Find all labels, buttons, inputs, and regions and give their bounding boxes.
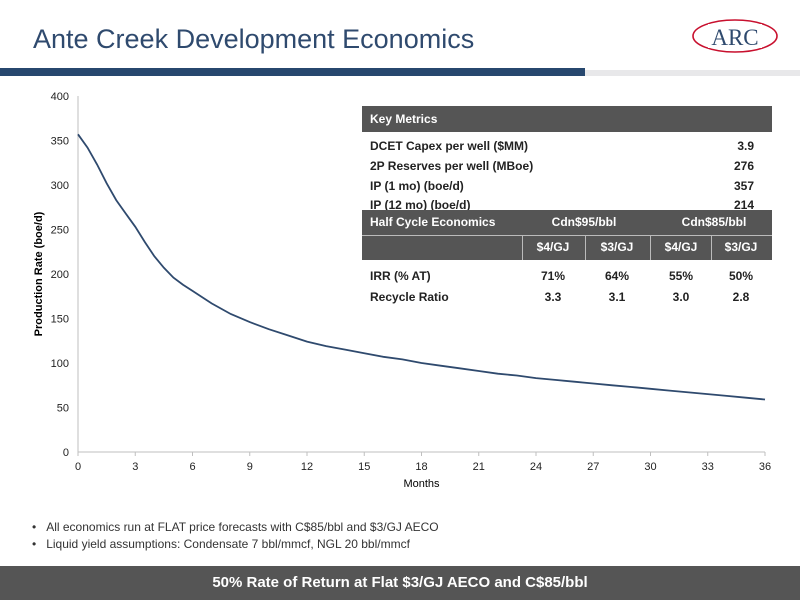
economics-value: 64% bbox=[604, 269, 630, 283]
metric-label: IP (12 mo) (boe/d) bbox=[370, 198, 471, 212]
metric-value: 276 bbox=[733, 159, 754, 173]
note-text: Liquid yield assumptions: Condensate 7 b… bbox=[46, 537, 410, 551]
x-tick-label: 36 bbox=[759, 461, 771, 473]
y-axis-label: Production Rate (boe/d) bbox=[33, 211, 45, 336]
subheader-gas-price: $4/GJ bbox=[536, 240, 570, 254]
x-tick-label: 27 bbox=[587, 461, 599, 473]
subheader-gas-price: $3/GJ bbox=[600, 240, 634, 254]
x-tick-label: 12 bbox=[301, 461, 313, 473]
y-tick-label: 100 bbox=[51, 358, 69, 370]
x-tick-label: 21 bbox=[473, 461, 485, 473]
x-tick-label: 15 bbox=[358, 461, 370, 473]
logo-text: ARC bbox=[711, 25, 758, 50]
economics-value: 2.8 bbox=[732, 290, 750, 304]
x-tick-label: 30 bbox=[644, 461, 656, 473]
column-divider bbox=[522, 235, 523, 260]
x-tick-label: 0 bbox=[75, 461, 81, 473]
metrics-table: Key Metrics DCET Capex per well ($MM) 3.… bbox=[362, 106, 772, 308]
x-axis-label: Months bbox=[403, 478, 440, 490]
metric-label: IP (1 mo) (boe/d) bbox=[370, 179, 464, 193]
y-tick-label: 50 bbox=[57, 403, 69, 415]
y-tick-label: 300 bbox=[51, 180, 69, 192]
column-divider bbox=[650, 235, 651, 260]
metric-label: DCET Capex per well ($MM) bbox=[370, 139, 529, 153]
note-bullet: • Liquid yield assumptions: Condensate 7… bbox=[32, 537, 410, 551]
x-tick-label: 18 bbox=[415, 461, 427, 473]
economics-label: IRR (% AT) bbox=[370, 269, 431, 283]
economics-value: 3.1 bbox=[608, 290, 626, 304]
economics-value: 3.3 bbox=[544, 290, 562, 304]
arc-logo: ARC bbox=[692, 19, 778, 53]
y-tick-label: 200 bbox=[51, 269, 69, 281]
subheader-rule bbox=[362, 235, 772, 260]
economics-value: 55% bbox=[668, 269, 694, 283]
metric-row: 2P Reserves per well (MBoe) 276 bbox=[362, 156, 772, 176]
footer-banner: 50% Rate of Return at Flat $3/GJ AECO an… bbox=[0, 566, 800, 600]
metric-label: 2P Reserves per well (MBoe) bbox=[370, 159, 534, 173]
column-divider bbox=[711, 235, 712, 260]
key-metrics-header: Key Metrics bbox=[362, 106, 772, 132]
note-text: All economics run at FLAT price forecast… bbox=[46, 520, 439, 534]
y-tick-label: 0 bbox=[63, 447, 69, 459]
y-tick-label: 400 bbox=[51, 91, 69, 103]
x-tick-label: 33 bbox=[702, 461, 714, 473]
header-band-blue bbox=[0, 68, 585, 76]
metric-value: 357 bbox=[733, 179, 754, 193]
economics-label: Recycle Ratio bbox=[370, 290, 449, 304]
price-group-1: Cdn$95/bbl bbox=[551, 215, 617, 229]
x-tick-label: 9 bbox=[247, 461, 253, 473]
slide-title: Ante Creek Development Economics bbox=[33, 24, 475, 54]
metric-row: IP (12 mo) (boe/d) 214 bbox=[362, 196, 772, 212]
x-tick-label: 6 bbox=[189, 461, 195, 473]
metric-row: IP (1 mo) (boe/d) 357 bbox=[362, 176, 772, 196]
economics-value: 50% bbox=[728, 269, 754, 283]
half-cycle-title: Half Cycle Economics bbox=[370, 215, 496, 229]
economics-row: IRR (% AT) 71% 64% 55% 50% bbox=[362, 266, 772, 287]
header-band-gray bbox=[585, 70, 800, 76]
note-bullet: • All economics run at FLAT price foreca… bbox=[32, 520, 439, 534]
x-tick-label: 3 bbox=[132, 461, 138, 473]
metric-value: 3.9 bbox=[737, 139, 754, 153]
subheader-gas-price: $4/GJ bbox=[664, 240, 698, 254]
y-tick-label: 150 bbox=[51, 314, 69, 326]
notes-list: • All economics run at FLAT price foreca… bbox=[32, 519, 439, 553]
half-cycle-header: Half Cycle Economics Cdn$95/bbl Cdn$85/b… bbox=[362, 210, 772, 260]
production-rate-line bbox=[77, 133, 766, 401]
economics-row: Recycle Ratio 3.3 3.1 3.0 2.8 bbox=[362, 287, 772, 308]
price-group-2: Cdn$85/bbl bbox=[681, 215, 747, 229]
economics-value: 71% bbox=[540, 269, 566, 283]
x-tick-label: 24 bbox=[530, 461, 542, 473]
column-divider bbox=[585, 235, 586, 260]
metric-row: DCET Capex per well ($MM) 3.9 bbox=[362, 136, 772, 156]
metric-value: 214 bbox=[733, 198, 754, 212]
y-tick-label: 350 bbox=[51, 136, 69, 148]
economics-value: 3.0 bbox=[672, 290, 690, 304]
logo-mask bbox=[708, 24, 762, 48]
y-tick-label: 250 bbox=[51, 225, 69, 237]
logo-swoosh bbox=[692, 19, 778, 53]
subheader-gas-price: $3/GJ bbox=[724, 240, 758, 254]
